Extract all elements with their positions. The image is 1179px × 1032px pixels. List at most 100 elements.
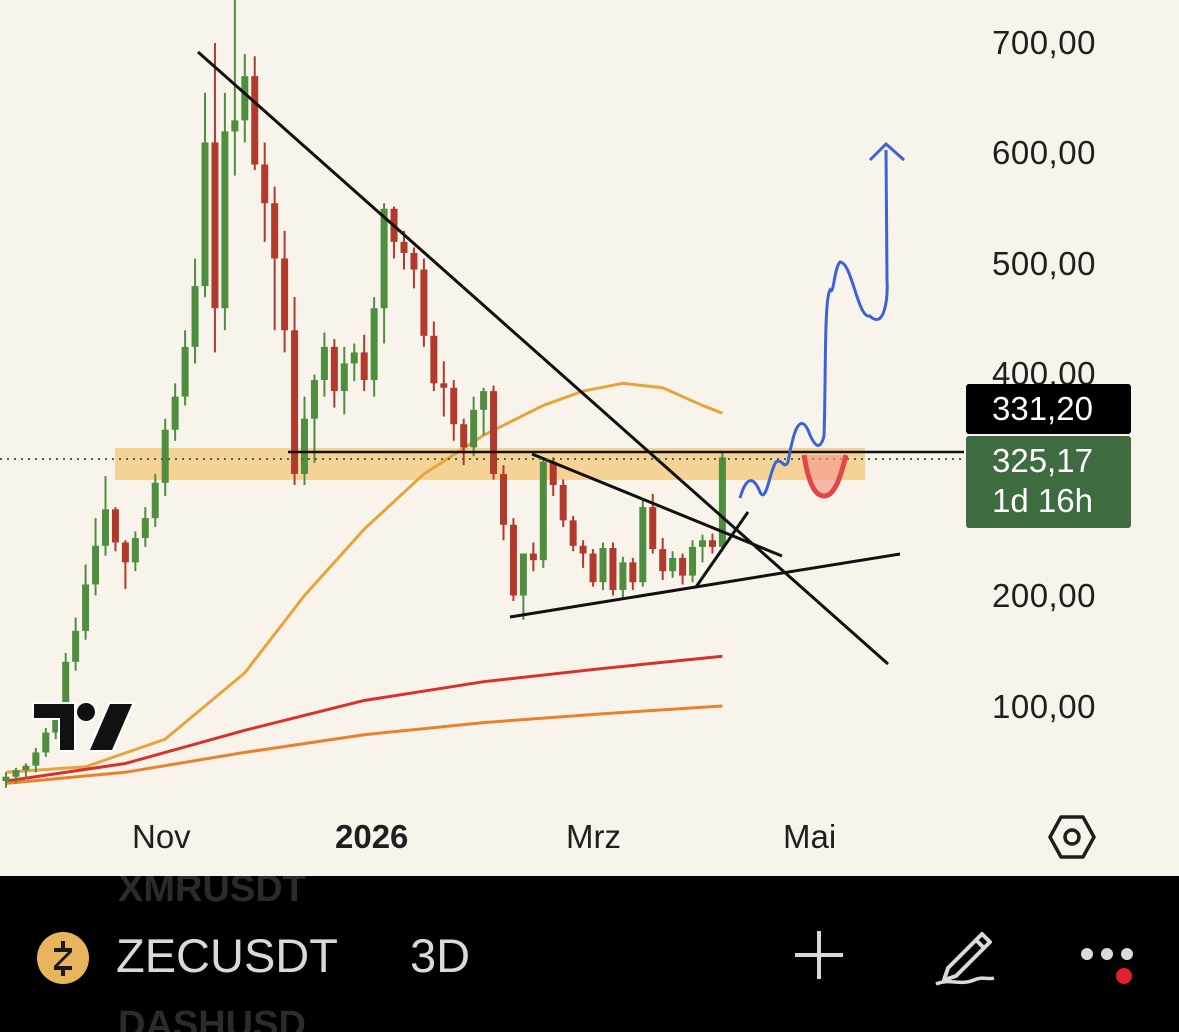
candle[interactable]	[22, 763, 30, 779]
draw-icon[interactable]	[930, 918, 1000, 988]
candle[interactable]	[121, 540, 129, 589]
candle-body	[519, 553, 527, 596]
current-price-label: 325,17 1d 16h	[966, 436, 1131, 528]
candle[interactable]	[490, 385, 498, 480]
candle[interactable]	[330, 339, 338, 408]
candle[interactable]	[619, 556, 627, 600]
candle[interactable]	[450, 380, 458, 441]
candle[interactable]	[718, 451, 726, 552]
candle[interactable]	[12, 767, 20, 784]
descending-trendline	[197, 50, 889, 666]
candle[interactable]	[271, 186, 279, 331]
candle[interactable]	[460, 418, 468, 466]
candle[interactable]	[380, 203, 388, 344]
candle[interactable]	[111, 507, 119, 552]
candle[interactable]	[579, 540, 587, 568]
candle[interactable]	[370, 297, 378, 397]
candle[interactable]	[470, 396, 478, 457]
pennant-upper-line	[531, 452, 783, 558]
x-tick-label: Nov	[132, 818, 191, 855]
candle[interactable]	[340, 346, 348, 415]
candle[interactable]	[72, 617, 80, 671]
plus-icon[interactable]	[792, 928, 846, 982]
candle[interactable]	[191, 258, 199, 364]
candle[interactable]	[689, 540, 697, 583]
candle[interactable]	[430, 321, 438, 392]
candle[interactable]	[519, 553, 527, 620]
candle[interactable]	[500, 465, 507, 541]
candle-body	[340, 363, 348, 392]
candle[interactable]	[669, 551, 677, 578]
chart-area[interactable]: 700,00 600,00 500,00 400,00 200,00 100,0…	[0, 0, 1179, 876]
candle-body	[589, 553, 597, 583]
candle[interactable]	[559, 479, 567, 527]
symbol-button[interactable]: ZECUSDT	[116, 929, 338, 982]
candle[interactable]	[161, 418, 169, 497]
candle[interactable]	[440, 361, 448, 417]
candle-body	[151, 482, 159, 519]
candle[interactable]	[659, 538, 667, 581]
candle[interactable]	[171, 383, 179, 441]
candle[interactable]	[609, 542, 617, 596]
candle[interactable]	[42, 728, 50, 757]
candle-body	[2, 776, 10, 782]
current-price-value: 325,17	[992, 442, 1093, 479]
candle[interactable]	[410, 247, 418, 289]
candle[interactable]	[241, 54, 249, 143]
candle[interactable]	[589, 549, 597, 587]
candle[interactable]	[281, 230, 289, 353]
candle[interactable]	[708, 533, 716, 554]
candle[interactable]	[539, 457, 547, 568]
candle[interactable]	[301, 396, 308, 485]
candle[interactable]	[251, 56, 259, 171]
candle[interactable]	[310, 374, 318, 463]
candle[interactable]	[529, 542, 537, 572]
candle[interactable]	[599, 542, 607, 590]
candle[interactable]	[320, 332, 328, 397]
candles	[2, 0, 726, 788]
drawings	[0, 50, 964, 666]
candle[interactable]	[92, 518, 100, 596]
candle[interactable]	[291, 297, 299, 485]
candle[interactable]	[360, 334, 368, 392]
candle[interactable]	[211, 43, 219, 353]
candle-body	[72, 630, 80, 662]
candle[interactable]	[141, 507, 149, 547]
candle-body	[509, 524, 517, 596]
candle[interactable]	[261, 142, 269, 242]
candle[interactable]	[699, 534, 706, 563]
candle-body	[131, 538, 139, 563]
settings-icon[interactable]	[1048, 814, 1096, 860]
candle-body	[221, 131, 229, 309]
candle[interactable]	[509, 518, 517, 602]
candle[interactable]	[82, 564, 90, 640]
candle[interactable]	[201, 92, 209, 298]
candle[interactable]	[151, 473, 159, 527]
price-chart[interactable]	[0, 0, 1179, 876]
candle-body	[370, 308, 378, 381]
interval-button[interactable]: 3D	[410, 929, 471, 982]
candle[interactable]	[181, 330, 189, 406]
candle-body	[619, 562, 627, 590]
candle-body	[529, 553, 537, 561]
candle[interactable]	[221, 92, 229, 331]
candle-body	[718, 457, 726, 547]
candle[interactable]	[679, 553, 687, 585]
candle[interactable]	[569, 515, 577, 552]
candle[interactable]	[639, 500, 647, 587]
candle-body	[261, 164, 269, 204]
candle[interactable]	[350, 343, 358, 382]
candle[interactable]	[480, 387, 488, 436]
candle[interactable]	[629, 557, 637, 590]
candle-body	[271, 203, 279, 259]
candle[interactable]	[131, 531, 139, 572]
candle[interactable]	[400, 230, 408, 270]
candle-body	[231, 120, 239, 132]
more-icon[interactable]	[1076, 940, 1142, 990]
ma-200-line	[5, 654, 723, 783]
candle[interactable]	[102, 476, 109, 556]
candle[interactable]	[2, 772, 10, 788]
candle[interactable]	[420, 258, 428, 347]
candle[interactable]	[390, 206, 398, 259]
candle[interactable]	[32, 747, 40, 773]
